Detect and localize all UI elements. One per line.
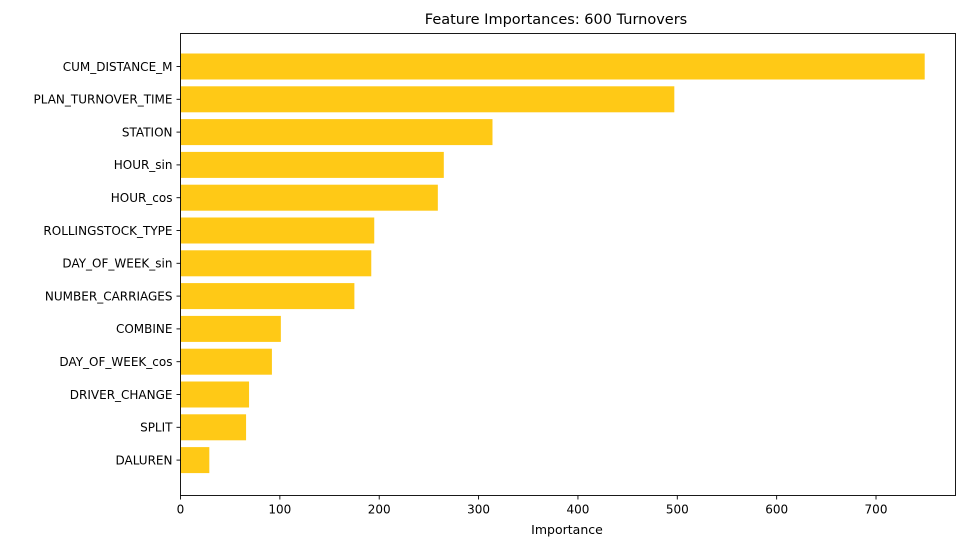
bar-day-of-week-cos	[180, 348, 272, 375]
y-tick-label: DAY_OF_WEEK_sin	[62, 257, 172, 271]
bar-combine	[180, 315, 281, 342]
y-tick-label: HOUR_cos	[111, 191, 173, 205]
x-tick-label: 200	[368, 503, 391, 517]
bar-number-carriages	[180, 283, 355, 310]
y-tick-label: COMBINE	[116, 322, 173, 336]
y-tick-label: DRIVER_CHANGE	[70, 388, 173, 402]
x-tick-label: 500	[666, 503, 689, 517]
y-tick-label: DALUREN	[115, 453, 172, 467]
bar-daluren	[180, 447, 210, 474]
bar-station	[180, 119, 493, 146]
bar-hour-sin	[180, 151, 444, 178]
y-tick-label: STATION	[122, 125, 173, 139]
x-ticks: 0 100 200 300 400 500 600 700	[177, 495, 888, 517]
plot-frame	[180, 33, 956, 496]
y-tick-labels: CUM_DISTANCE_M PLAN_TURNOVER_TIME STATION H…	[34, 60, 174, 468]
bars-group	[180, 53, 925, 474]
bar-rollingstock-type	[180, 217, 375, 244]
x-axis-label: Importance	[531, 522, 603, 537]
bar-hour-cos	[180, 184, 438, 211]
bar-day-of-week-sin	[180, 250, 372, 277]
bar-plan-turnover-time	[180, 86, 675, 113]
x-tick-label: 300	[467, 503, 490, 517]
bar-cum-distance-m	[180, 53, 925, 80]
bar-split	[180, 414, 247, 441]
y-tick-label: ROLLINGSTOCK_TYPE	[43, 224, 172, 238]
y-tick-label: PLAN_TURNOVER_TIME	[34, 93, 173, 107]
y-tick-label: HOUR_sin	[114, 158, 173, 172]
y-tick-label: DAY_OF_WEEK_cos	[59, 355, 172, 369]
y-tick-label: NUMBER_CARRIAGES	[45, 289, 173, 303]
x-tick-label: 400	[566, 503, 589, 517]
bar-driver-change	[180, 381, 250, 408]
y-ticks	[176, 66, 181, 461]
x-tick-label: 100	[268, 503, 291, 517]
y-tick-label: CUM_DISTANCE_M	[63, 60, 173, 74]
x-tick-label: 600	[765, 503, 788, 517]
x-tick-label: 0	[177, 503, 185, 517]
chart-title: Feature Importances: 600 Turnovers	[425, 12, 687, 28]
y-tick-label: SPLIT	[140, 421, 173, 435]
x-tick-label: 700	[865, 503, 888, 517]
